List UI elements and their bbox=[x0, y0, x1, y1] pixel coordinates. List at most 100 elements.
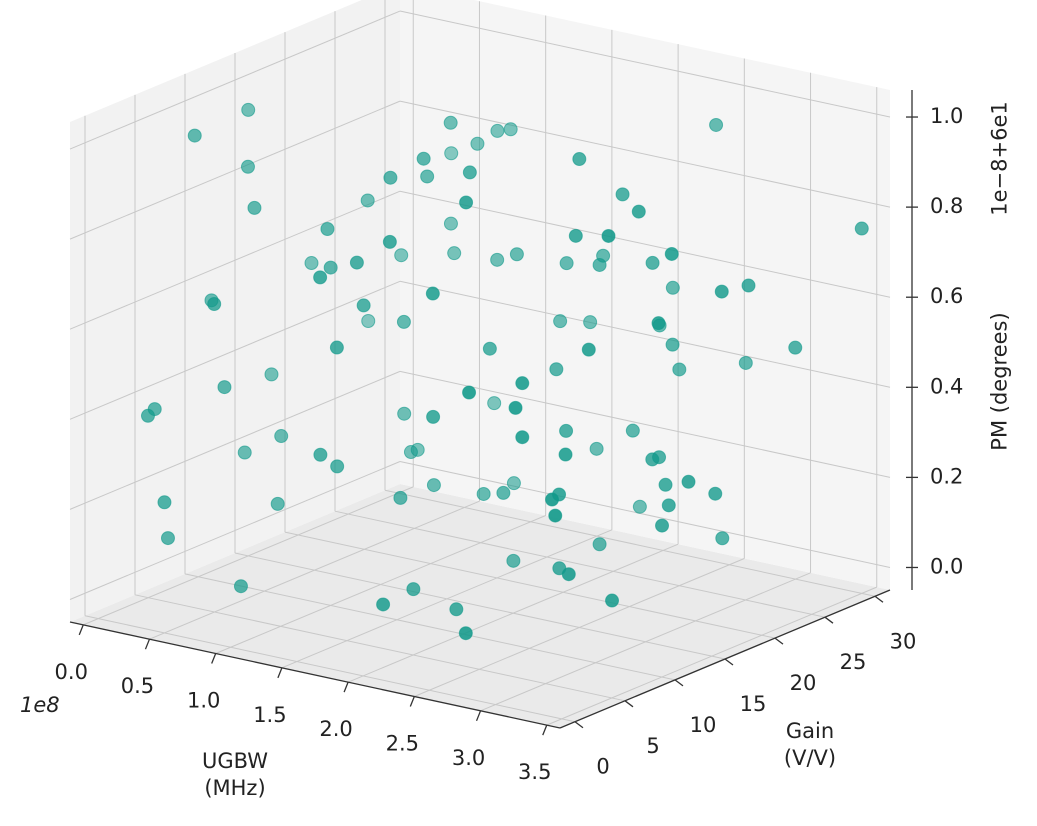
point bbox=[592, 537, 607, 552]
point bbox=[426, 478, 441, 493]
x-tick bbox=[409, 696, 415, 707]
point bbox=[313, 270, 328, 285]
grid-line bbox=[334, 510, 826, 618]
x-tick bbox=[542, 724, 548, 736]
point bbox=[247, 200, 262, 215]
point bbox=[459, 195, 474, 210]
point bbox=[665, 280, 680, 295]
point bbox=[360, 193, 375, 208]
point bbox=[515, 376, 530, 391]
point bbox=[376, 597, 391, 612]
grid-line bbox=[399, 100, 891, 208]
point bbox=[447, 246, 462, 261]
point bbox=[330, 459, 345, 474]
x-axis-label: UGBW (MHz) bbox=[201, 749, 269, 800]
x-tick bbox=[343, 681, 349, 693]
point bbox=[462, 385, 477, 400]
point bbox=[329, 340, 344, 355]
point bbox=[615, 187, 630, 202]
point bbox=[496, 485, 511, 500]
z-tick-label: 0.8 bbox=[930, 194, 963, 218]
point bbox=[323, 260, 338, 275]
x-offset-text: 1e8 bbox=[20, 693, 60, 717]
point bbox=[561, 567, 576, 582]
point bbox=[655, 518, 670, 533]
point bbox=[788, 340, 803, 355]
point bbox=[449, 602, 464, 617]
point bbox=[140, 408, 155, 423]
point bbox=[490, 252, 505, 267]
point bbox=[356, 298, 371, 313]
point bbox=[406, 582, 421, 597]
grid-line bbox=[134, 594, 626, 702]
point bbox=[443, 115, 458, 130]
x-tick-label: 3.0 bbox=[452, 746, 485, 770]
point bbox=[425, 286, 440, 301]
y-tick bbox=[674, 679, 684, 687]
x-tick bbox=[211, 653, 217, 664]
point bbox=[506, 476, 521, 491]
point bbox=[549, 362, 564, 377]
x-tick-label: 0.0 bbox=[55, 660, 88, 684]
point bbox=[207, 296, 222, 311]
grid-line bbox=[399, 280, 891, 388]
z-tick-label: 0.6 bbox=[930, 284, 963, 308]
point bbox=[490, 123, 505, 138]
point bbox=[645, 255, 660, 270]
point bbox=[487, 396, 502, 411]
grid-line bbox=[284, 531, 776, 639]
grid-line bbox=[234, 552, 726, 660]
z-offset-text: 1e−8+6e1 bbox=[987, 101, 1012, 216]
y-tick bbox=[774, 637, 784, 645]
point bbox=[482, 341, 497, 356]
point bbox=[420, 169, 435, 184]
point bbox=[397, 406, 412, 421]
point bbox=[160, 531, 175, 546]
point bbox=[444, 146, 459, 161]
point bbox=[233, 579, 248, 594]
point bbox=[665, 337, 680, 352]
grid-line bbox=[399, 190, 891, 298]
x-tick bbox=[78, 624, 84, 636]
point bbox=[426, 409, 441, 424]
point bbox=[349, 255, 364, 270]
x-tick-label: 2.5 bbox=[386, 731, 419, 755]
point bbox=[274, 429, 289, 444]
point bbox=[559, 256, 574, 271]
point bbox=[645, 452, 660, 467]
point bbox=[738, 355, 753, 370]
y-tick bbox=[724, 658, 734, 666]
y-tick-label: 15 bbox=[740, 692, 767, 716]
point bbox=[583, 315, 598, 330]
grid-line bbox=[84, 615, 576, 723]
point bbox=[458, 626, 473, 641]
x-tick bbox=[475, 710, 482, 722]
grid-line bbox=[69, 461, 401, 600]
point bbox=[508, 400, 523, 415]
y-tick-label: 5 bbox=[646, 734, 659, 758]
grid-line bbox=[184, 573, 676, 681]
grid-line bbox=[399, 460, 891, 568]
grid-line bbox=[69, 280, 401, 420]
point bbox=[382, 234, 397, 249]
y-tick bbox=[874, 595, 884, 603]
x-tick-label: 1.0 bbox=[187, 689, 220, 713]
point bbox=[320, 222, 335, 237]
point bbox=[632, 499, 647, 514]
y-tick bbox=[574, 721, 584, 729]
x-tick bbox=[277, 667, 283, 679]
point bbox=[157, 495, 172, 510]
x-tick bbox=[144, 638, 151, 650]
point bbox=[741, 278, 756, 293]
point bbox=[545, 492, 560, 507]
point bbox=[515, 430, 530, 445]
point bbox=[581, 342, 596, 357]
y-tick-label: 0 bbox=[596, 755, 609, 779]
point bbox=[651, 316, 666, 331]
x-tick-label: 2.0 bbox=[319, 717, 352, 741]
y-tick-label: 10 bbox=[690, 713, 717, 737]
point bbox=[568, 228, 583, 243]
point bbox=[394, 248, 409, 263]
